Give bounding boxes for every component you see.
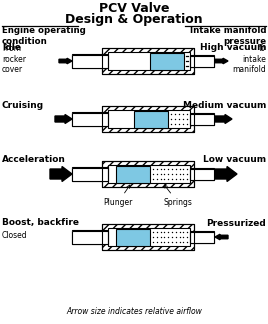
Text: From
rocker
cover: From rocker cover — [2, 44, 26, 74]
Bar — [108, 110, 190, 128]
Text: Arrow size indicates relative airflow: Arrow size indicates relative airflow — [66, 307, 202, 316]
Bar — [102, 106, 194, 119]
Bar — [102, 237, 194, 250]
Bar — [190, 168, 214, 179]
Bar — [190, 232, 214, 242]
Bar — [108, 165, 190, 183]
Text: Idle: Idle — [2, 42, 21, 52]
Bar — [72, 167, 108, 174]
Text: Medium vacuum: Medium vacuum — [183, 100, 266, 110]
Text: Closed: Closed — [2, 230, 28, 239]
Text: Boost, backfire: Boost, backfire — [2, 218, 79, 227]
Bar — [190, 168, 214, 174]
Text: Springs: Springs — [163, 185, 192, 207]
Text: Intake manifold
pressure: Intake manifold pressure — [189, 26, 266, 46]
Bar — [116, 166, 150, 182]
Text: Design & Operation: Design & Operation — [65, 13, 203, 26]
Bar — [102, 48, 194, 74]
Bar — [190, 113, 214, 119]
Bar — [190, 232, 214, 242]
Bar — [108, 52, 190, 70]
Bar — [72, 230, 108, 244]
Bar — [190, 119, 214, 125]
Bar — [72, 54, 108, 67]
Bar — [102, 174, 194, 187]
Bar — [108, 110, 190, 128]
Bar — [190, 55, 214, 66]
Text: Low vacuum: Low vacuum — [203, 156, 266, 165]
Bar — [190, 231, 214, 237]
Text: Cruising: Cruising — [2, 100, 44, 110]
Bar — [102, 161, 194, 187]
Bar — [190, 55, 214, 66]
Bar — [190, 113, 214, 124]
FancyArrow shape — [215, 58, 228, 64]
Bar — [102, 224, 194, 237]
Text: Plunger: Plunger — [103, 185, 133, 207]
Bar — [72, 230, 108, 237]
Bar — [72, 112, 108, 125]
Text: High vacuum: High vacuum — [199, 42, 266, 52]
Bar — [190, 237, 214, 243]
Text: Acceleration: Acceleration — [2, 156, 66, 165]
FancyArrow shape — [215, 167, 237, 181]
Bar — [190, 174, 214, 180]
Bar — [102, 224, 194, 250]
Bar — [116, 228, 150, 246]
Bar — [108, 52, 190, 70]
Bar — [72, 168, 108, 180]
Bar — [108, 228, 190, 246]
Bar — [150, 52, 184, 70]
Bar — [72, 54, 108, 61]
Text: PCV Valve: PCV Valve — [99, 2, 169, 15]
Bar — [72, 174, 108, 181]
Bar — [108, 165, 190, 183]
Bar — [102, 106, 194, 132]
Bar — [72, 61, 108, 68]
Bar — [72, 112, 108, 119]
Bar — [108, 228, 190, 246]
Text: To
intake
manifold: To intake manifold — [232, 44, 266, 74]
FancyArrow shape — [215, 234, 228, 240]
Bar — [190, 61, 214, 67]
Bar — [102, 119, 194, 132]
Bar — [72, 230, 108, 244]
FancyArrow shape — [215, 114, 232, 123]
Bar — [72, 237, 108, 244]
Bar — [134, 110, 169, 128]
FancyArrow shape — [50, 167, 72, 181]
Bar — [72, 119, 108, 126]
Bar — [190, 168, 214, 179]
Bar — [190, 113, 214, 124]
Bar — [72, 168, 108, 180]
Bar — [72, 54, 108, 67]
Bar — [102, 61, 194, 74]
Bar — [102, 48, 194, 61]
Bar — [72, 112, 108, 125]
FancyArrow shape — [59, 58, 72, 64]
Text: Pressurized: Pressurized — [206, 218, 266, 227]
Text: Engine operating
condition: Engine operating condition — [2, 26, 86, 46]
Bar — [190, 55, 214, 61]
FancyArrow shape — [55, 114, 72, 123]
Bar — [102, 161, 194, 174]
